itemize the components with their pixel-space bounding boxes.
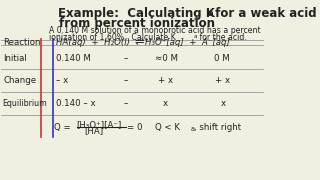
Text: Equilibrium: Equilibrium — [2, 99, 47, 108]
Text: –: – — [124, 54, 128, 63]
Text: + x: + x — [215, 76, 230, 85]
Text: Reaction: Reaction — [3, 38, 41, 47]
Text: Q < K: Q < K — [155, 123, 180, 132]
Text: Example:  Calculating K: Example: Calculating K — [59, 7, 215, 20]
Text: [HA]: [HA] — [84, 126, 103, 135]
Text: x: x — [163, 99, 168, 108]
Text: 0.140 M: 0.140 M — [56, 54, 91, 63]
Text: –: – — [124, 99, 128, 108]
Text: –: – — [124, 76, 128, 85]
Text: Initial: Initial — [3, 54, 27, 63]
Text: a: a — [194, 34, 197, 39]
Text: [H₃O⁺][A⁻]: [H₃O⁺][A⁻] — [76, 120, 122, 129]
Text: for the acid.: for the acid. — [197, 33, 247, 42]
Text: ≈0 M: ≈0 M — [155, 54, 178, 63]
Text: = 0: = 0 — [127, 123, 143, 132]
Text: A 0.140 M solution of a monoprotic acid has a percent: A 0.140 M solution of a monoprotic acid … — [49, 26, 261, 35]
Text: a: a — [191, 126, 195, 132]
Text: a: a — [208, 9, 213, 18]
Text: Q =: Q = — [54, 123, 74, 132]
Text: 0 M: 0 M — [214, 54, 230, 63]
Text: – x: – x — [56, 76, 68, 85]
Text: + x: + x — [158, 76, 173, 85]
Text: H₃O⁺[aq]  +  A⁻[aq]: H₃O⁺[aq] + A⁻[aq] — [145, 38, 229, 47]
Text: x: x — [221, 99, 226, 108]
Text: from percent ionization: from percent ionization — [59, 17, 215, 30]
Text: Change: Change — [3, 76, 36, 85]
Text: for a weak acid: for a weak acid — [211, 7, 316, 20]
Text: ⇌: ⇌ — [134, 37, 144, 48]
Text: 0.140 – x: 0.140 – x — [56, 99, 95, 108]
Text: HA(aq)  +  H₂O(l): HA(aq) + H₂O(l) — [56, 38, 130, 47]
Text: ionization of 1.60%.  Calculate K: ionization of 1.60%. Calculate K — [49, 33, 176, 42]
Text: , shift right: , shift right — [194, 123, 241, 132]
